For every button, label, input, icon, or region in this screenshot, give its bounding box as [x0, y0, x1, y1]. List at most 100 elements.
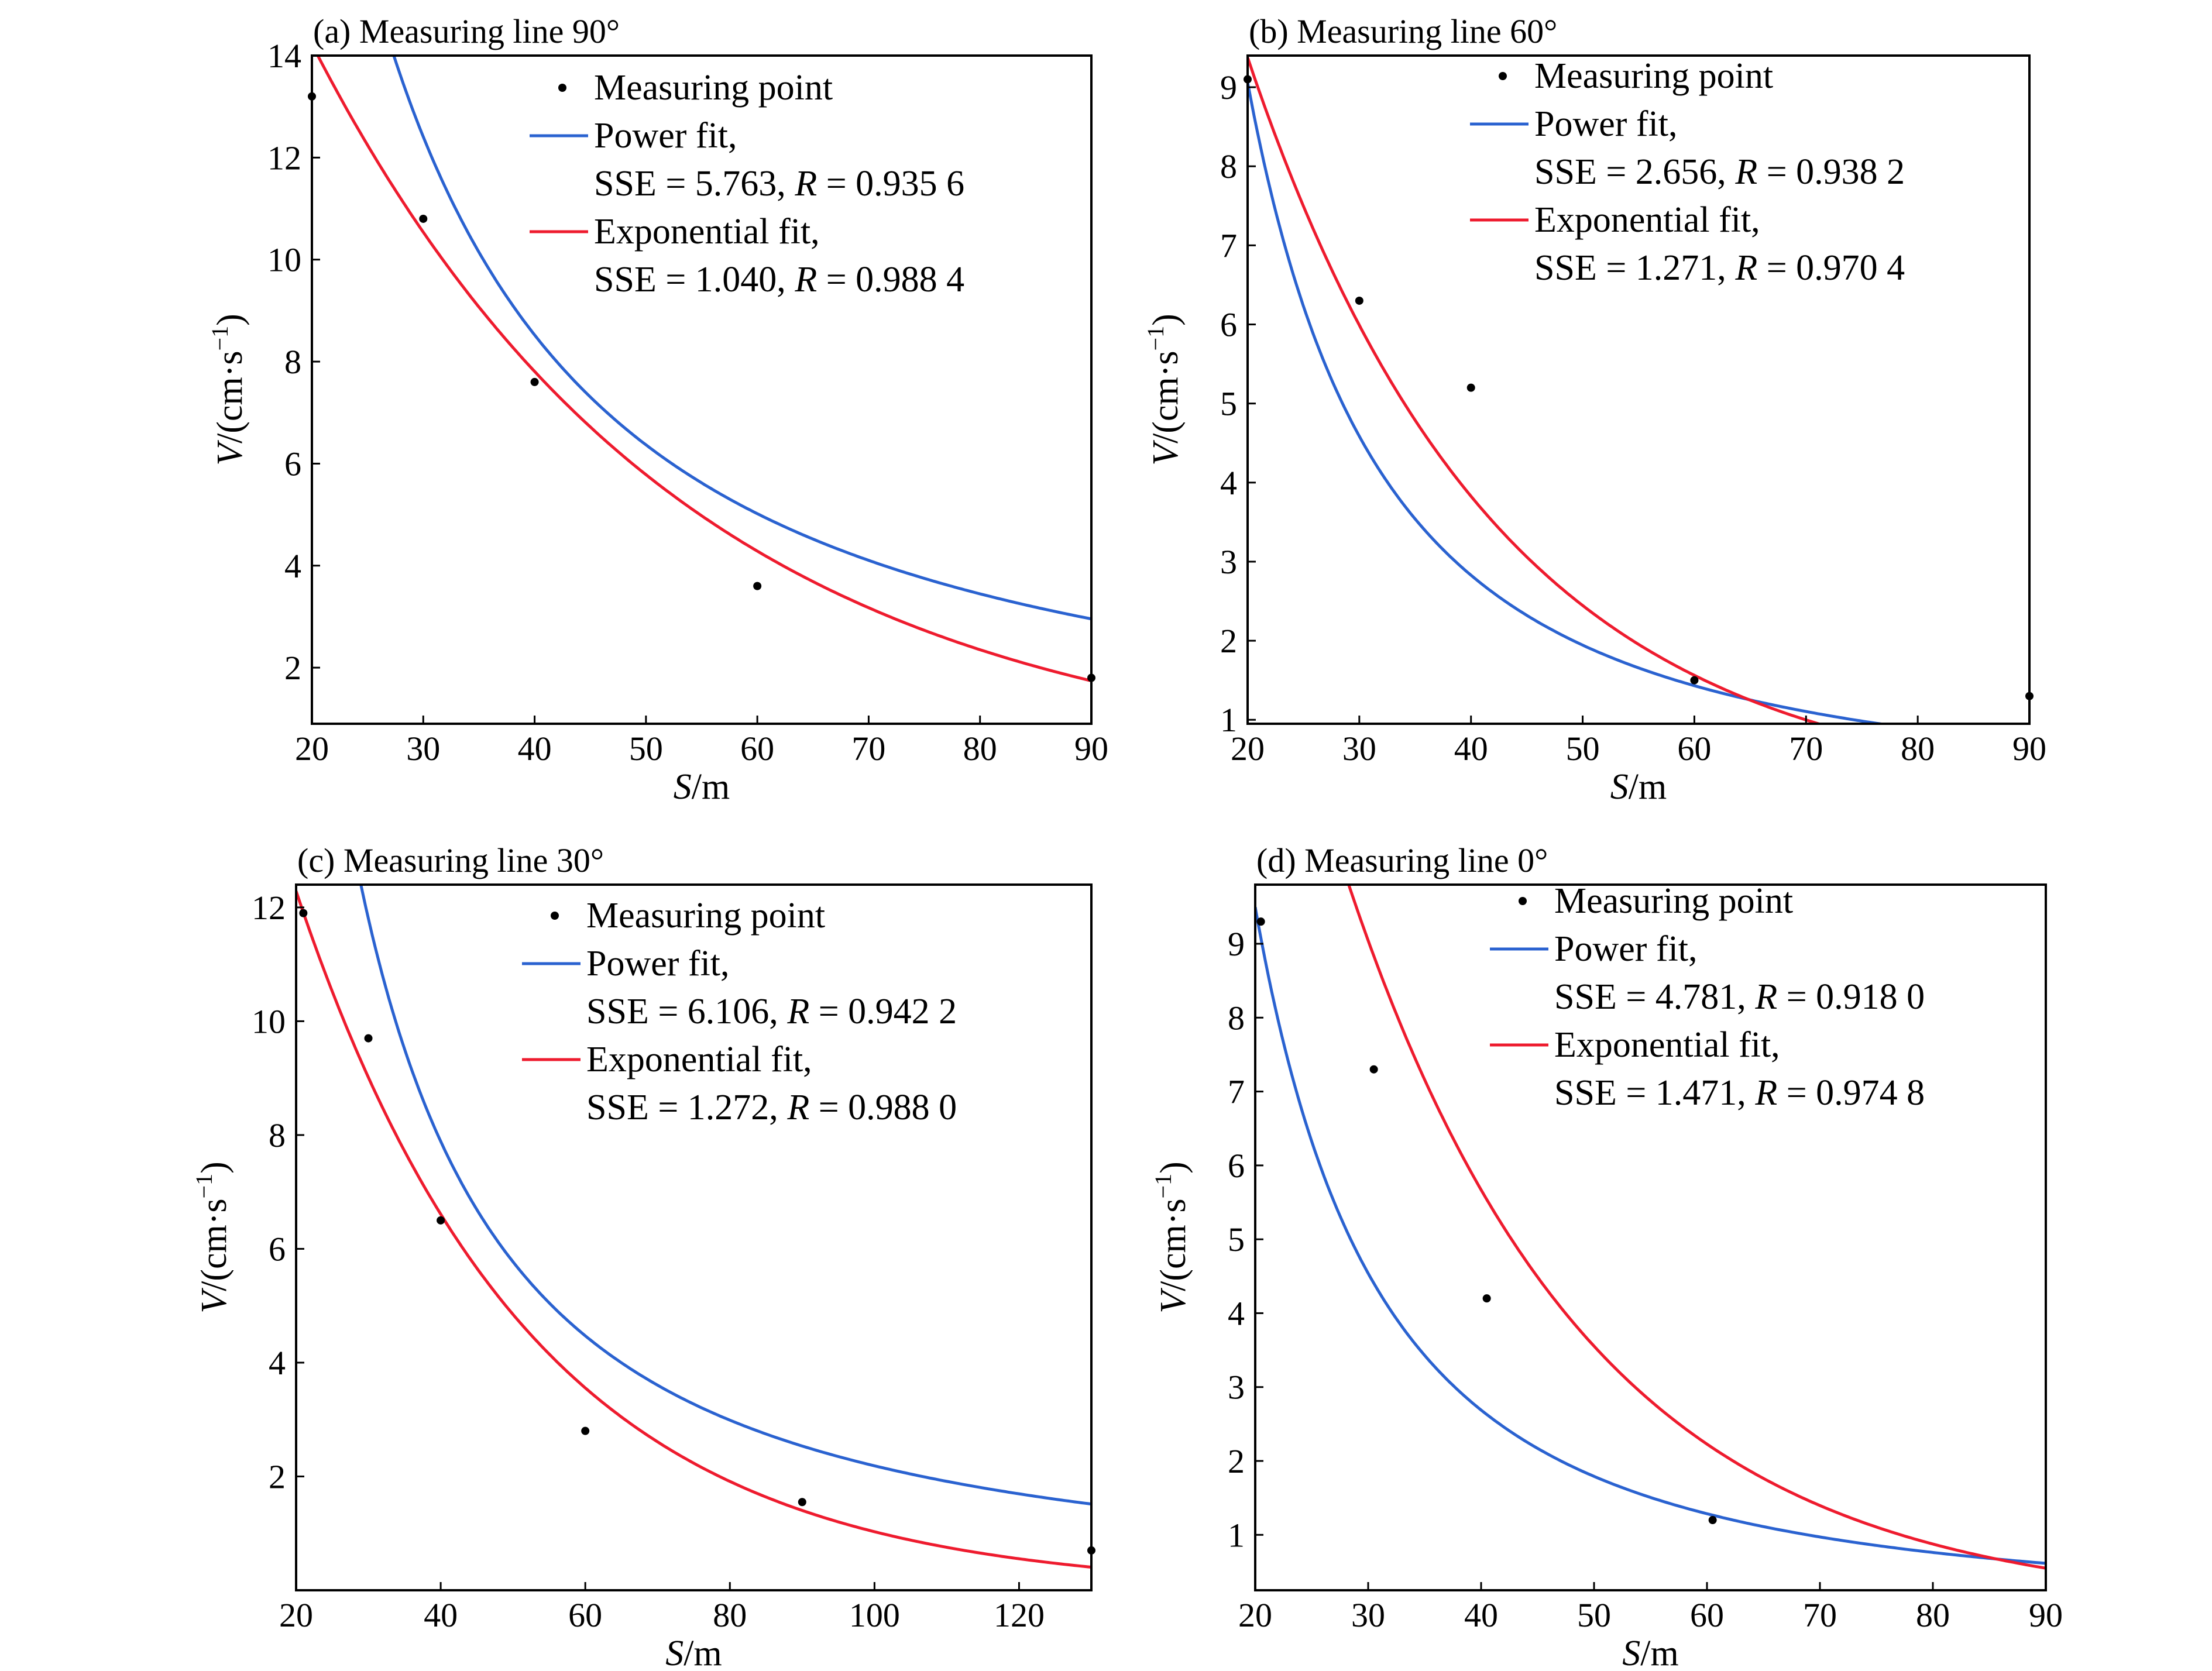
y-tick-label: 10 [267, 241, 301, 279]
legend-label-exponential: Exponential fit, [594, 212, 820, 252]
x-tick-label: 20 [279, 1596, 313, 1634]
x-tick-label: 40 [1464, 1596, 1498, 1634]
y-tick-label: 2 [284, 649, 301, 687]
x-tick-label: 80 [963, 730, 997, 768]
chart-panel: 20 30 40 50 60 70 80 90 1 2 3 4 5 6 7 8 9 (b) Measuring l… [1142, 12, 2046, 807]
data-point [1708, 1516, 1717, 1525]
exponential-fit-curve [1347, 885, 2046, 1570]
chart-panel: 20 30 40 50 60 70 80 90 2 4 6 8 10 12 14 (a) Measuring … [207, 12, 1108, 807]
y-tick-label: 4 [284, 547, 301, 585]
y-tick-label: 6 [1220, 306, 1237, 344]
legend-marker-point [1499, 72, 1507, 80]
data-point [798, 1498, 806, 1507]
x-tick-label: 40 [1454, 730, 1488, 768]
y-tick-label: 7 [1220, 226, 1237, 264]
panel-title: (d) Measuring line 0° [1256, 841, 1548, 879]
data-point [364, 1034, 373, 1043]
x-tick-label: 30 [1351, 1596, 1385, 1634]
x-tick-label: 80 [713, 1596, 747, 1634]
x-tick-label: 50 [629, 730, 663, 768]
exponential-fit-curve [296, 890, 1091, 1569]
plot-frame [1254, 883, 2047, 1591]
legend: Measuring point Power fit, SSE = 2.656, R … [1470, 56, 1905, 288]
plot-frame [295, 883, 1093, 1591]
power-fit-curve [359, 885, 1091, 1506]
x-tick-label: 100 [849, 1596, 900, 1634]
y-tick-label: 9 [1220, 68, 1237, 106]
y-tick-label: 8 [269, 1116, 286, 1154]
data-point [753, 582, 762, 590]
y-axis-label: V/(cm·s−1) [1142, 314, 1186, 465]
data-point [1369, 1065, 1378, 1074]
y-tick-label: 14 [267, 37, 301, 75]
y-tick-label: 2 [1220, 622, 1237, 660]
x-tick-label: 90 [2029, 1596, 2063, 1634]
data-point [299, 909, 308, 917]
legend-stats-exponential: SSE = 1.272, R = 0.988 0 [586, 1088, 957, 1127]
legend-label-power: Power fit, [1554, 929, 1698, 969]
data-point [530, 377, 539, 386]
y-tick-label: 6 [269, 1230, 286, 1268]
y-tick-label: 4 [269, 1344, 286, 1382]
y-tick-label: 12 [267, 139, 301, 177]
x-tick-label: 90 [1074, 730, 1108, 768]
x-tick-label: 20 [295, 730, 329, 768]
x-axis-label: S/m [1610, 767, 1667, 807]
y-tick-label: 7 [1228, 1073, 1245, 1111]
power-fit-curve [392, 56, 1091, 621]
x-tick-label: 70 [851, 730, 885, 768]
power-fit-curve [1255, 907, 2046, 1565]
legend-stats-power: SSE = 6.106, R = 0.942 2 [586, 992, 957, 1032]
plot-frame [1246, 54, 2031, 725]
legend-stats-exponential: SSE = 1.040, R = 0.988 4 [594, 260, 964, 300]
y-tick-label: 8 [284, 343, 301, 381]
y-tick-label: 6 [1228, 1147, 1245, 1185]
y-tick-label: 10 [252, 1002, 286, 1040]
legend-stats-exponential: SSE = 1.471, R = 0.974 8 [1554, 1073, 1925, 1113]
x-tick-label: 40 [518, 730, 552, 768]
y-tick-label: 4 [1220, 464, 1237, 502]
power-fit-curve [1248, 82, 1890, 724]
x-tick-label: 20 [1231, 730, 1265, 768]
panel-title: (b) Measuring line 60° [1249, 12, 1557, 50]
y-tick-label: 6 [284, 445, 301, 483]
legend-label-point: Measuring point [586, 896, 825, 936]
data-point [419, 214, 428, 223]
y-tick-label: 4 [1228, 1294, 1245, 1332]
y-tick-label: 8 [1228, 999, 1245, 1037]
legend: Measuring point Power fit, SSE = 4.781, R … [1490, 881, 1925, 1113]
legend-label-point: Measuring point [594, 68, 833, 108]
y-tick-label: 9 [1228, 925, 1245, 963]
x-tick-label: 80 [1916, 1596, 1950, 1634]
y-tick-label: 12 [252, 889, 286, 927]
legend-label-power: Power fit, [1534, 104, 1678, 144]
legend-label-exponential: Exponential fit, [1534, 200, 1760, 240]
legend-label-point: Measuring point [1534, 56, 1773, 96]
x-tick-label: 120 [994, 1596, 1045, 1634]
y-tick-label: 5 [1228, 1220, 1245, 1259]
x-axis-label: S/m [674, 767, 730, 807]
x-tick-label: 40 [424, 1596, 458, 1634]
y-tick-label: 2 [269, 1457, 286, 1495]
x-tick-label: 90 [2012, 730, 2046, 768]
x-tick-label: 70 [1803, 1596, 1837, 1634]
y-axis-label: V/(cm·s−1) [191, 1161, 234, 1313]
exponential-fit-curve [316, 56, 1091, 683]
x-tick-label: 60 [1677, 730, 1711, 768]
legend: Measuring point Power fit, SSE = 6.106, R … [522, 896, 957, 1127]
y-tick-label: 5 [1220, 385, 1237, 423]
x-tick-label: 60 [740, 730, 774, 768]
legend-label-power: Power fit, [586, 944, 730, 984]
legend-marker-point [1519, 897, 1527, 905]
data-point [1466, 383, 1475, 392]
y-tick-label: 2 [1228, 1442, 1245, 1480]
legend-marker-point [558, 84, 566, 92]
x-tick-label: 30 [406, 730, 440, 768]
data-point [1355, 296, 1363, 305]
x-tick-label: 20 [1238, 1596, 1272, 1634]
legend-label-exponential: Exponential fit, [1554, 1025, 1780, 1065]
legend-label-point: Measuring point [1554, 881, 1793, 921]
legend-stats-power: SSE = 2.656, R = 0.938 2 [1534, 152, 1905, 192]
panel-title: (a) Measuring line 90° [313, 12, 620, 50]
y-tick-label: 1 [1220, 701, 1237, 739]
